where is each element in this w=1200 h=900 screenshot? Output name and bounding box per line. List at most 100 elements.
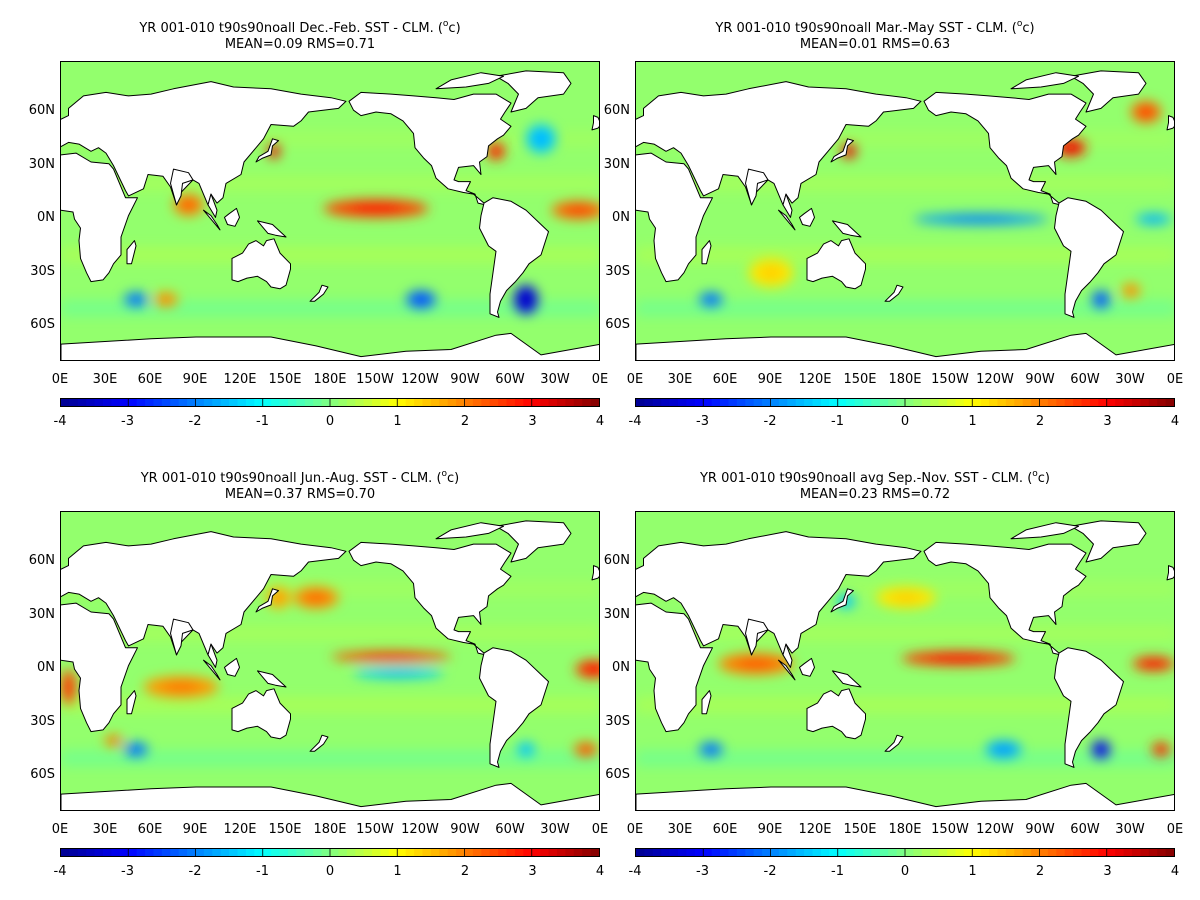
colorbar <box>635 848 1175 857</box>
borneo-landmass <box>799 207 815 227</box>
colorbar-tick-label: -4 <box>628 414 642 429</box>
colorbar-step <box>778 849 788 856</box>
arctic-canada-landmass <box>1010 522 1079 540</box>
borneo-landmass <box>224 207 240 227</box>
colorbar-tick-label: 4 <box>595 414 605 429</box>
panel-son: YR 001-010 t90s90noall avg Sep.-Nov. SST… <box>575 450 1184 900</box>
colorbar-step <box>94 849 104 856</box>
longitude-label: 120E <box>223 822 257 837</box>
longitude-label: 30E <box>92 372 118 387</box>
arctic-canada-landmass <box>435 522 504 540</box>
colorbar-step <box>837 399 847 406</box>
colorbar-step <box>938 399 948 406</box>
colorbar-step <box>103 849 113 856</box>
colorbar-step <box>1115 849 1125 856</box>
anomaly-core <box>271 147 277 155</box>
eurasia-landmass <box>636 81 922 206</box>
colorbar-step <box>203 399 213 406</box>
southeast-asia-landmass <box>207 193 218 218</box>
colorbar-step <box>1073 849 1083 856</box>
longitude-label: 90W <box>1025 822 1055 837</box>
africa-landmass <box>636 602 713 733</box>
latitude-label: 0N <box>37 660 55 676</box>
colorbar-step <box>1005 399 1015 406</box>
colorbar-step <box>795 399 805 406</box>
colorbar-step <box>854 849 864 856</box>
antarctica-landmass <box>61 782 599 810</box>
colorbar-step <box>669 849 679 856</box>
colorbar-tick-label: 1 <box>968 414 977 429</box>
zonal-band <box>61 750 599 767</box>
colorbar-step <box>989 849 999 856</box>
colorbar-tick-label: -3 <box>696 414 709 429</box>
colorbar-step <box>498 399 508 406</box>
colorbar-step <box>170 849 180 856</box>
australia-landmass <box>806 688 866 740</box>
longitude-label: 120W <box>401 372 439 387</box>
colorbar-step <box>669 399 679 406</box>
colorbar-step <box>1115 399 1125 406</box>
colorbar-step <box>363 399 373 406</box>
zonal-band <box>61 300 599 317</box>
colorbar-step <box>136 399 146 406</box>
colorbar-step <box>1039 849 1049 856</box>
colorbar-tick-label: -4 <box>53 864 67 879</box>
colorbar-step <box>905 399 915 406</box>
colorbar-step <box>380 849 390 856</box>
japan-landmass <box>830 588 854 613</box>
zonal-band <box>636 696 1174 713</box>
north-america-landmass <box>348 541 512 656</box>
colorbar-step <box>1106 849 1116 856</box>
panel-title: YR 001-010 t90s90noall Mar.-May SST - CL… <box>715 19 1035 36</box>
colorbar-step <box>128 849 138 856</box>
colorbar-step <box>1165 849 1174 856</box>
south-america-landmass <box>479 197 549 318</box>
panel-djf: YR 001-010 t90s90noall Dec.-Feb. SST - C… <box>0 0 609 450</box>
new-guinea-landmass <box>832 220 862 238</box>
anomaly-core <box>1096 295 1106 304</box>
anomaly-core <box>705 295 717 304</box>
colorbar-step <box>69 399 79 406</box>
colorbar-step <box>652 849 662 856</box>
colorbar-tick-label: -1 <box>256 414 269 429</box>
colorbar-step <box>745 849 755 856</box>
colorbar-step <box>846 849 856 856</box>
india-peninsula-landmass <box>170 618 194 656</box>
colorbar-step <box>921 849 931 856</box>
new-guinea-landmass <box>257 220 287 238</box>
sumatra-landmass <box>203 659 221 681</box>
colorbar-step <box>456 849 466 856</box>
anomaly-core <box>1063 143 1079 153</box>
anomaly-core <box>1126 287 1136 295</box>
colorbar-step <box>661 399 671 406</box>
anomaly-core <box>580 745 592 754</box>
longitude-label: 60W <box>495 822 525 837</box>
colorbar-step <box>879 399 889 406</box>
colorbar-step <box>947 849 957 856</box>
colorbar-step <box>972 399 982 406</box>
colorbar-step <box>279 399 289 406</box>
australia-landmass <box>231 688 291 740</box>
colorbar-step <box>556 849 566 856</box>
colorbar-step <box>548 849 558 856</box>
colorbar-tick-label: 2 <box>460 414 470 429</box>
new-zealand-landmass <box>309 284 329 302</box>
colorbar-step <box>661 849 671 856</box>
colorbar-step <box>481 399 491 406</box>
anomaly-core <box>160 295 172 304</box>
sumatra-landmass <box>778 209 796 231</box>
colorbar <box>635 398 1175 407</box>
colorbar-step <box>678 399 688 406</box>
colorbar-step <box>489 849 499 856</box>
colorbar-step <box>703 399 713 406</box>
longitude-label: 60E <box>137 822 163 837</box>
panel-title: YR 001-010 t90s90noall avg Sep.-Nov. SST… <box>699 469 1051 486</box>
colorbar-tick-label: 4 <box>1170 864 1180 879</box>
anomaly-core <box>1096 745 1106 754</box>
africa-landmass <box>61 602 138 733</box>
colorbar-step <box>565 399 575 406</box>
colorbar-step <box>1131 399 1141 406</box>
anomaly-core <box>361 653 421 660</box>
colorbar-step <box>523 849 533 856</box>
anomaly-core <box>947 216 1015 222</box>
